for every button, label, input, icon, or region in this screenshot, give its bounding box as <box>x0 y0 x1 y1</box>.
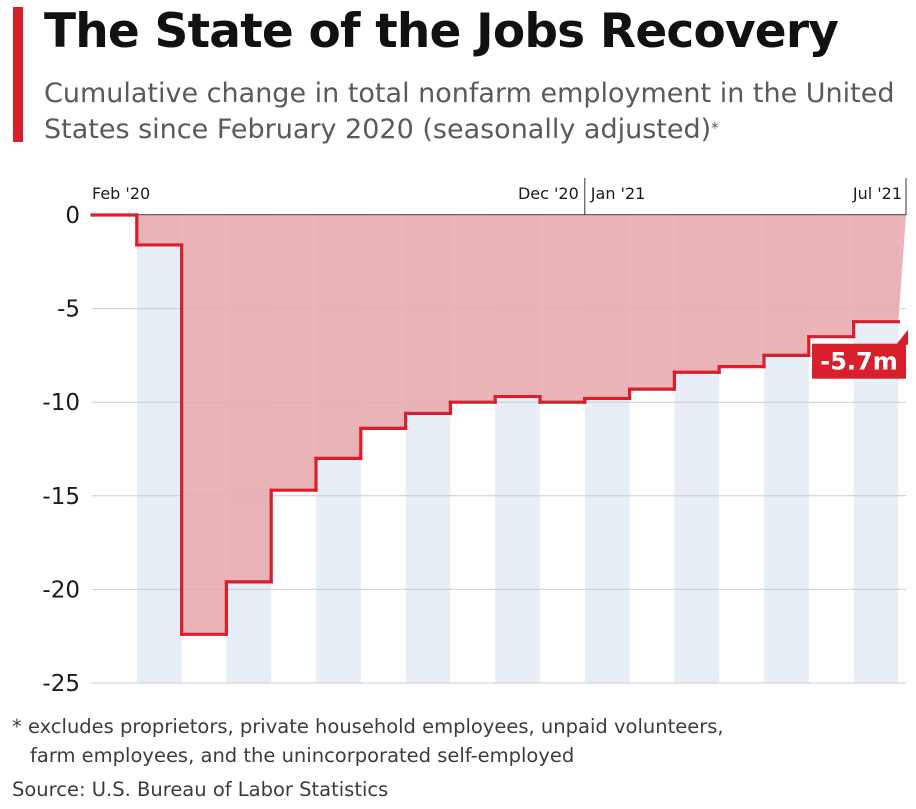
y-tick-label: -15 <box>42 484 80 510</box>
subtitle-footnote-marker: * <box>711 119 719 137</box>
footnote-line-1: * excludes proprietors, private househol… <box>12 715 724 738</box>
y-axis-labels: 0 -5 -10 -15 -20 -25 <box>42 203 80 697</box>
top-axis-label: Feb '20 <box>92 184 150 203</box>
subtitle-text: Cumulative change in total nonfarm emplo… <box>44 78 895 145</box>
jobs-step-chart: Feb '20 Dec '20 Jan '21 Jul '21 0 -5 -10 -15 -2… <box>42 178 908 697</box>
top-axis-label: Jul '21 <box>852 184 902 203</box>
top-axis-label: Dec '20 <box>518 184 579 203</box>
month-band <box>136 215 182 683</box>
chart-subtitle: Cumulative change in total nonfarm emplo… <box>44 76 904 148</box>
footnote: * excludes proprietors, private househol… <box>12 712 902 770</box>
y-tick-label: -25 <box>42 671 80 697</box>
title-accent-bar <box>13 7 23 142</box>
badge-pointer <box>896 329 908 345</box>
source-note: Source: U.S. Bureau of Labor Statistics <box>12 778 389 801</box>
top-axis-label: Jan '21 <box>590 184 646 203</box>
y-tick-label: -10 <box>42 390 80 416</box>
y-tick-label: -5 <box>57 297 80 323</box>
end-value-label: -5.7m <box>820 348 897 376</box>
footnote-line-2: farm employees, and the unincorporated s… <box>30 744 575 767</box>
top-month-axis: Feb '20 Dec '20 Jan '21 Jul '21 <box>92 178 907 215</box>
y-tick-label: -20 <box>42 577 80 603</box>
end-value-badge: -5.7m <box>812 329 908 379</box>
y-tick-label: 0 <box>65 203 80 229</box>
job-loss-area <box>92 215 906 635</box>
badge-box <box>812 343 906 379</box>
employment-step-line <box>90 213 901 636</box>
chart-title: The State of the Jobs Recovery <box>44 4 839 59</box>
